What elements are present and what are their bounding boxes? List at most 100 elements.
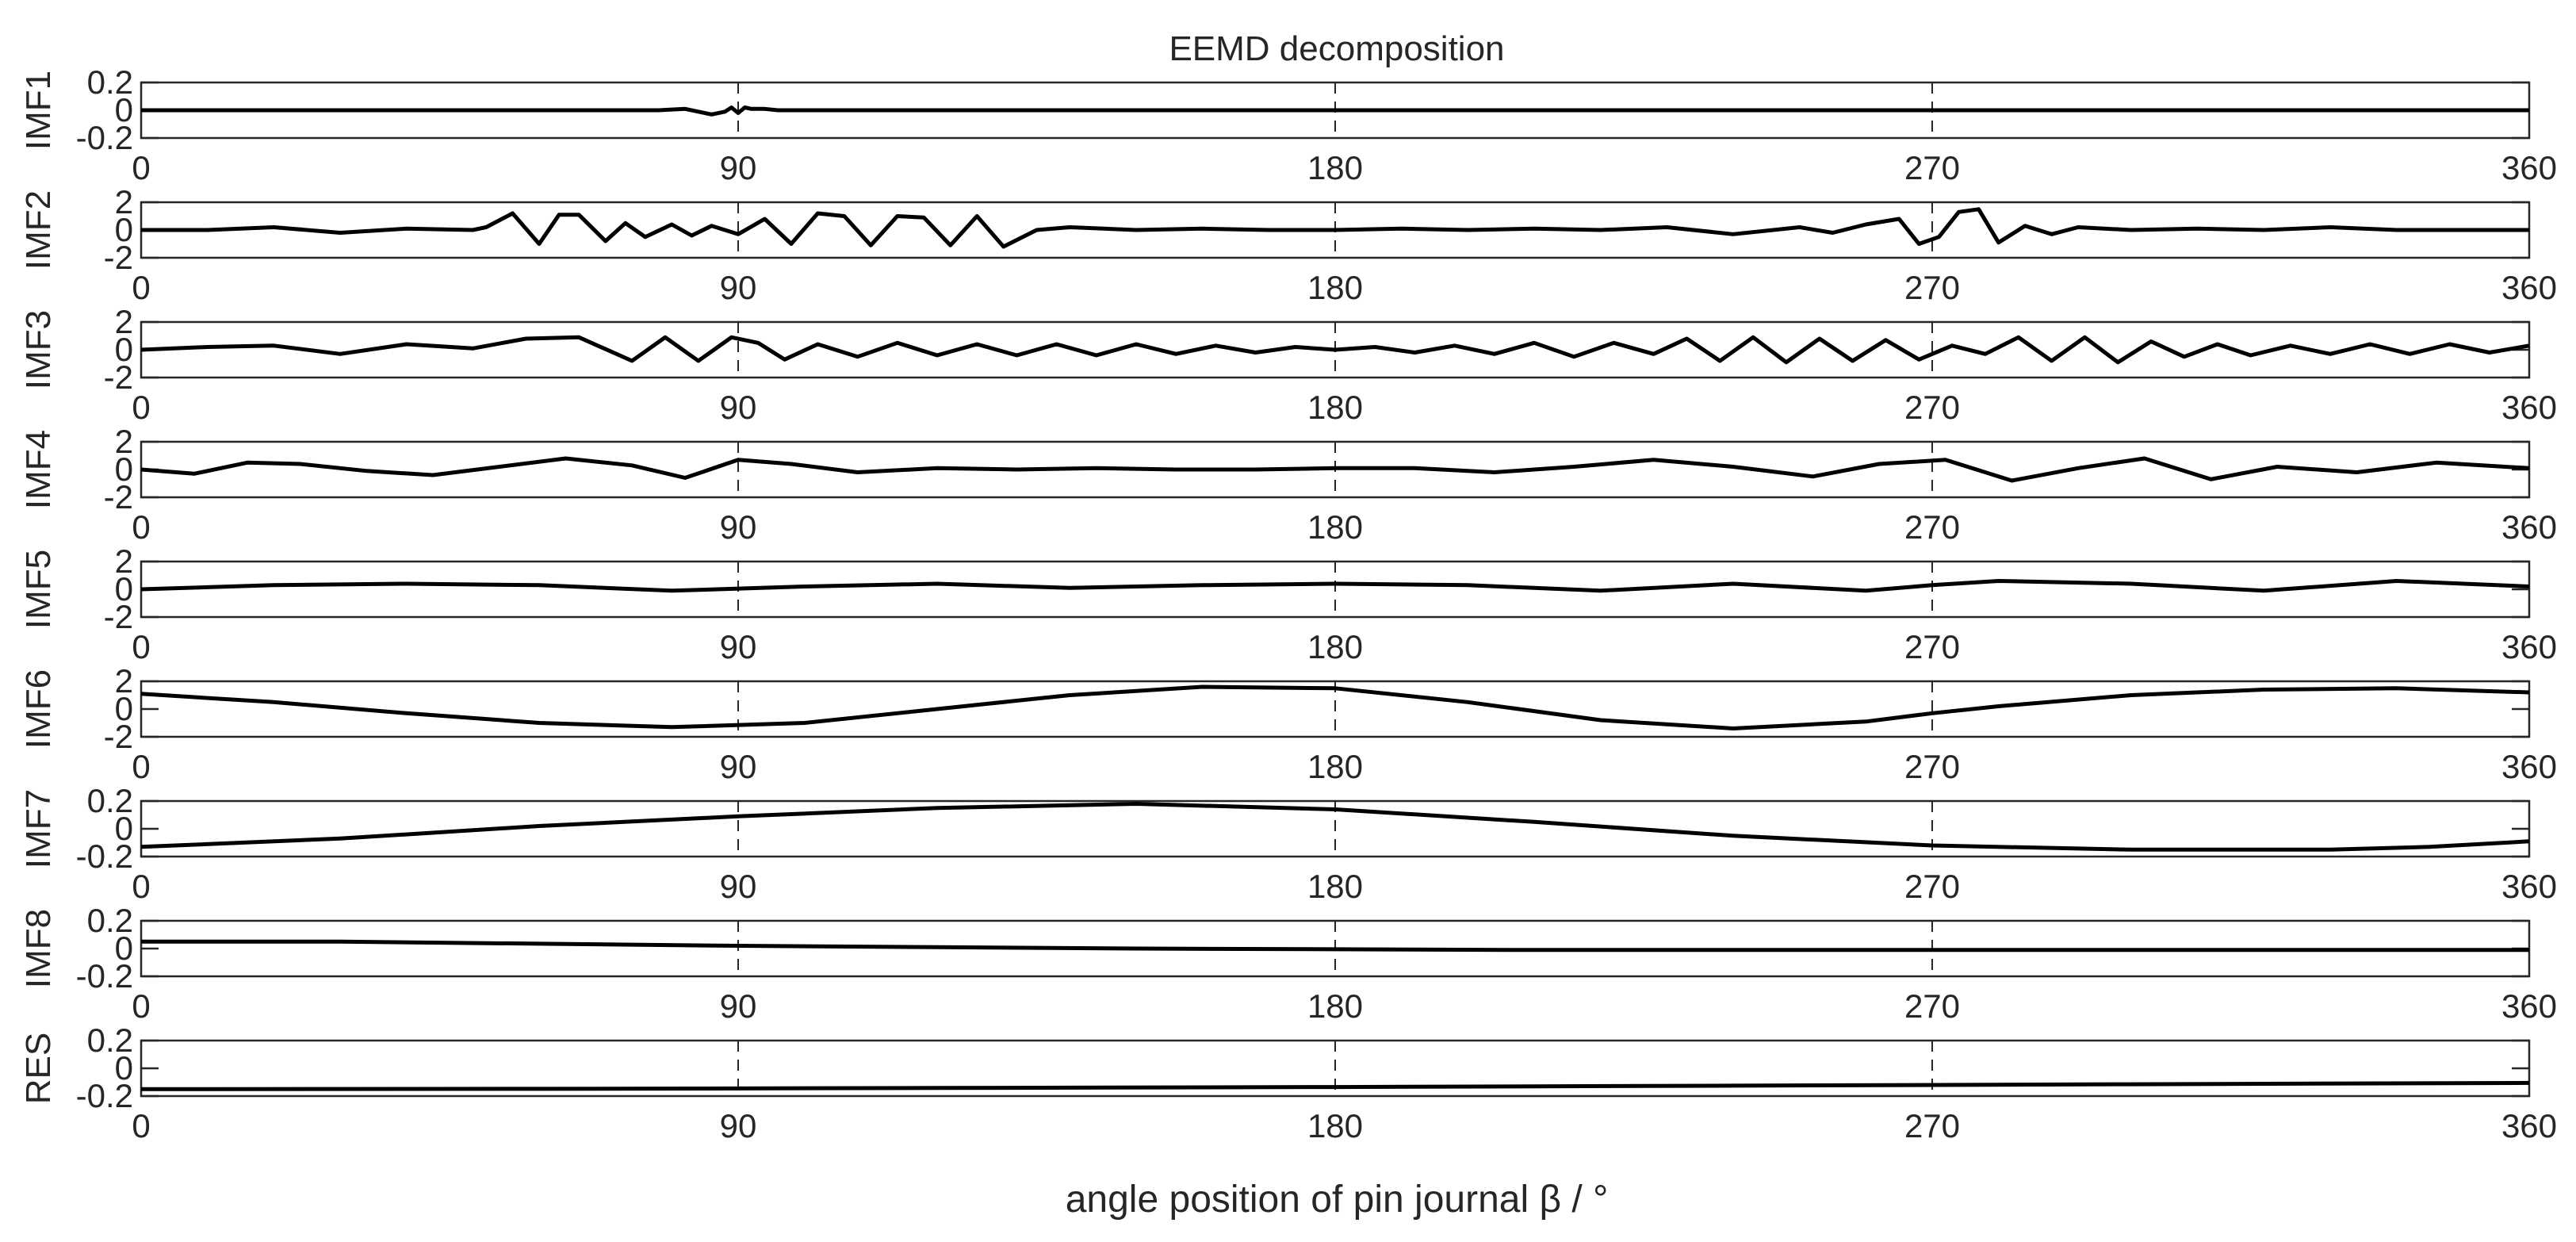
- y-tick-label: -0.2: [76, 119, 133, 156]
- x-tick-label: 180: [1307, 868, 1363, 905]
- x-tick-label: 360: [2501, 748, 2557, 785]
- y-tick-label: -0.2: [76, 838, 133, 875]
- x-tick-label: 360: [2501, 987, 2557, 1025]
- x-tick-label: 0: [132, 149, 150, 186]
- x-tick-label: 0: [132, 389, 150, 426]
- x-tick-label: 90: [720, 868, 757, 905]
- panel-ylabel: IMF6: [19, 669, 58, 749]
- y-tick-label: -2: [104, 718, 133, 755]
- x-tick-label: 270: [1904, 389, 1960, 426]
- y-tick-label: 0: [115, 211, 133, 248]
- x-tick-label: 270: [1904, 628, 1960, 665]
- x-tick-label: 180: [1307, 1107, 1363, 1144]
- panel-ylabel: IMF2: [19, 190, 58, 270]
- x-tick-label: 0: [132, 269, 150, 306]
- panel-ylabel: IMF4: [19, 430, 58, 509]
- x-tick-label: 0: [132, 1107, 150, 1144]
- x-tick-label: 90: [720, 508, 757, 546]
- x-tick-label: 360: [2501, 1107, 2557, 1144]
- series-line-imf4: [140, 456, 2530, 483]
- x-tick-label: 90: [720, 389, 757, 426]
- x-tick-label: 90: [720, 1107, 757, 1144]
- y-tick-label: 0.2: [87, 902, 133, 939]
- chart-title: EEMD decomposition: [1169, 29, 1504, 68]
- series-line-imf3: [140, 335, 2530, 365]
- y-tick-label: -0.2: [76, 957, 133, 995]
- x-tick-label: 270: [1904, 508, 1960, 546]
- y-tick-label: -2: [104, 239, 133, 276]
- y-tick-label: 0: [115, 690, 133, 727]
- x-tick-label: 0: [132, 987, 150, 1025]
- x-tick-label: 180: [1307, 269, 1363, 306]
- series-line-imf8: [141, 939, 2529, 953]
- x-tick-label: 90: [720, 269, 757, 306]
- x-tick-label: 90: [720, 628, 757, 665]
- y-tick-label: 0.2: [87, 782, 133, 819]
- y-tick-label: 0: [115, 91, 133, 128]
- y-tick-label: 0.2: [87, 63, 133, 101]
- y-tick-label: 2: [115, 423, 133, 460]
- x-tick-label: 180: [1307, 748, 1363, 785]
- y-tick-label: 2: [115, 662, 133, 700]
- x-tick-label: 360: [2501, 149, 2557, 186]
- x-tick-label: 180: [1307, 508, 1363, 546]
- x-tick-label: 0: [132, 508, 150, 546]
- x-tick-label: 0: [132, 868, 150, 905]
- x-tick-label: 360: [2501, 868, 2557, 905]
- x-axis-label: angle position of pin journal β / °: [1066, 1179, 1609, 1221]
- y-tick-label: 0.2: [87, 1022, 133, 1059]
- x-tick-label: 180: [1307, 389, 1363, 426]
- x-tick-label: 90: [720, 987, 757, 1025]
- y-tick-label: 0: [115, 810, 133, 847]
- x-tick-label: 270: [1904, 987, 1960, 1025]
- y-tick-label: -2: [104, 478, 133, 516]
- x-tick-label: 270: [1904, 868, 1960, 905]
- series-line-imf6: [140, 684, 2530, 730]
- y-tick-label: -2: [104, 358, 133, 396]
- x-tick-label: 360: [2501, 508, 2557, 546]
- x-tick-label: 0: [132, 628, 150, 665]
- y-tick-label: 0: [115, 331, 133, 368]
- x-tick-label: 90: [720, 149, 757, 186]
- panel-ylabel: IMF5: [19, 550, 58, 629]
- x-tick-label: 360: [2501, 628, 2557, 665]
- x-tick-label: 180: [1307, 149, 1363, 186]
- x-tick-label: 360: [2501, 269, 2557, 306]
- panel-ylabel: IMF7: [19, 789, 58, 868]
- y-tick-label: 2: [115, 183, 133, 220]
- y-tick-label: 0: [115, 930, 133, 967]
- y-tick-label: 0: [115, 570, 133, 608]
- panel-ylabel: IMF8: [19, 909, 58, 988]
- y-tick-label: 2: [115, 542, 133, 580]
- x-tick-label: 270: [1904, 1107, 1960, 1144]
- panel-ylabel: RES: [19, 1033, 58, 1104]
- x-tick-label: 270: [1904, 269, 1960, 306]
- x-tick-label: 0: [132, 748, 150, 785]
- series-line-res: [140, 1080, 2530, 1091]
- y-tick-label: 0: [115, 450, 133, 488]
- series-line-imf2: [141, 207, 2529, 249]
- y-tick-label: 2: [115, 303, 133, 340]
- x-tick-label: 270: [1904, 748, 1960, 785]
- panel-ylabel: IMF3: [19, 310, 58, 389]
- panel-ylabel: IMF1: [19, 71, 58, 150]
- series-line-imf1: [141, 105, 2529, 117]
- series-line-imf5: [140, 579, 2530, 593]
- y-tick-label: -0.2: [76, 1077, 133, 1114]
- x-tick-label: 180: [1307, 628, 1363, 665]
- series-line-imf7: [140, 802, 2530, 852]
- x-tick-label: 270: [1904, 149, 1960, 186]
- y-tick-label: -2: [104, 598, 133, 635]
